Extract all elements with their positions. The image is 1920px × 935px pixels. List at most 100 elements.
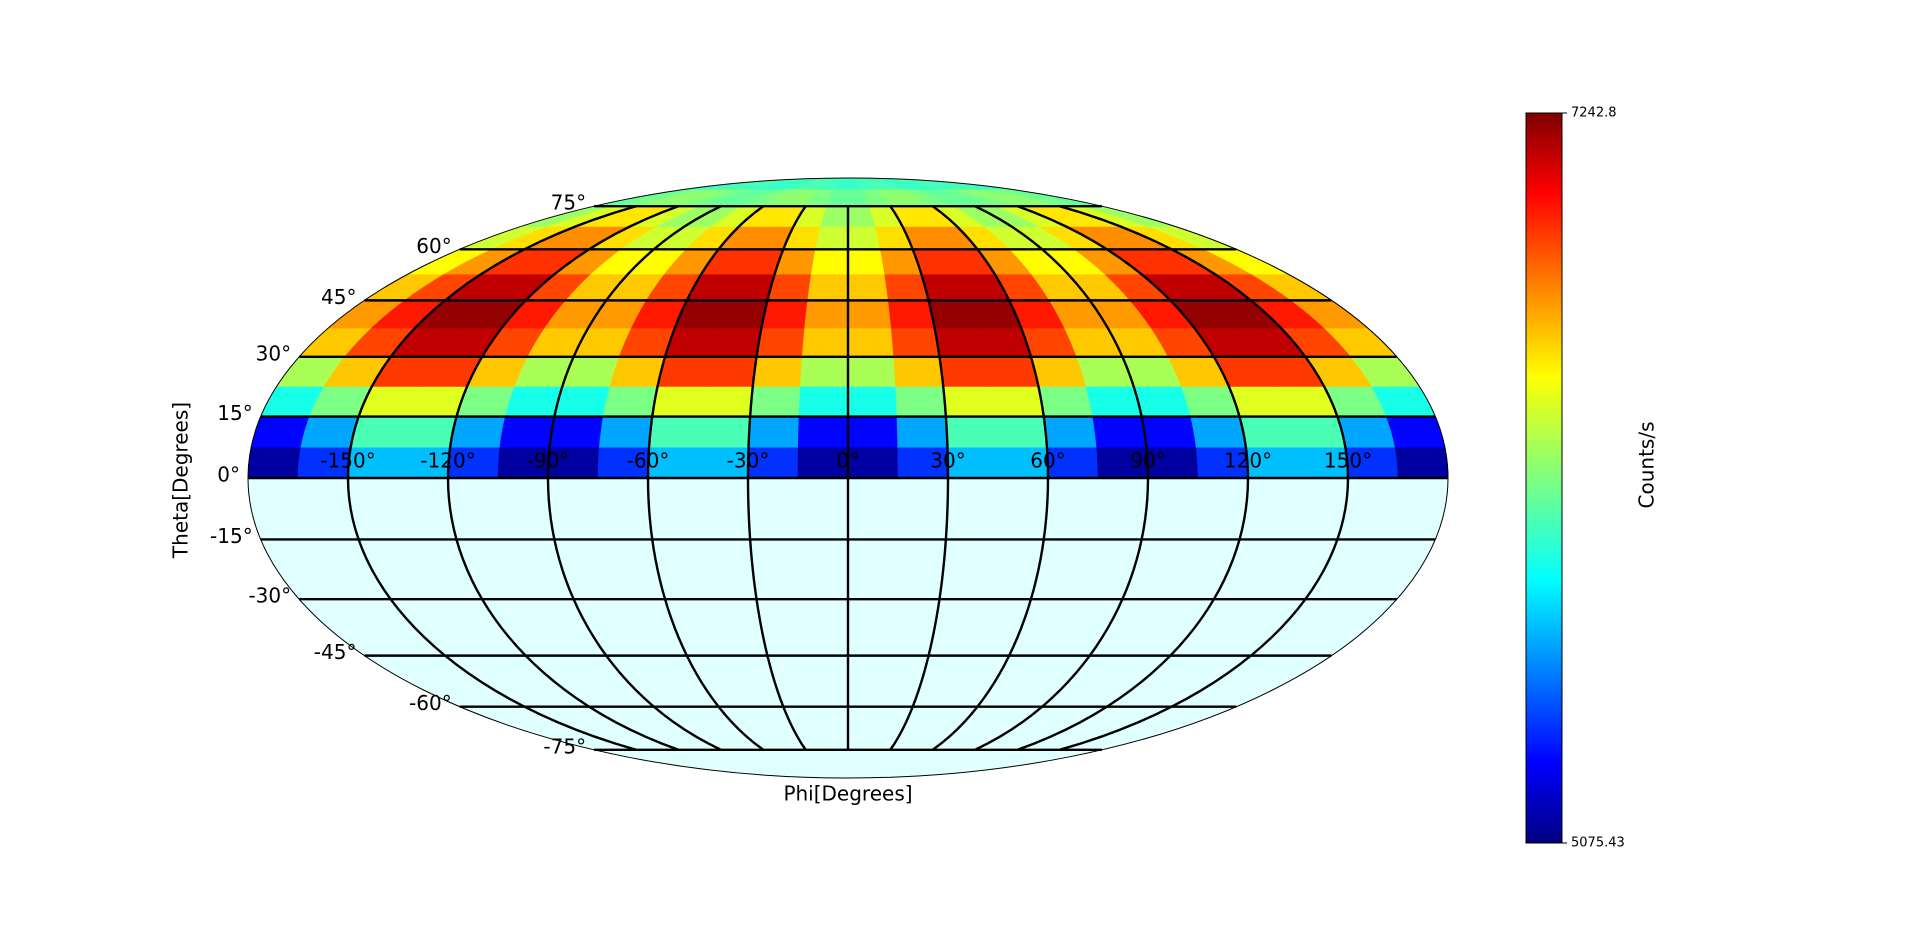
heatmap-cell — [505, 386, 563, 417]
x-tick-label: -60° — [627, 449, 670, 473]
colorbar-tick-label: 5075.43 — [1571, 836, 1625, 851]
heatmap-cell — [990, 386, 1045, 417]
heatmap-cell — [350, 416, 408, 448]
x-tick-label: 90° — [1130, 449, 1165, 473]
heatmap-cell — [657, 356, 712, 387]
heatmap-cell — [847, 356, 896, 387]
heatmap-cell — [801, 327, 849, 358]
heatmap-cell — [895, 386, 947, 417]
grid-line — [346, 205, 637, 751]
heatmap-cell — [804, 300, 849, 329]
heatmap-cell — [847, 248, 886, 275]
y-tick-label: 30° — [256, 341, 291, 365]
heatmap-cell — [651, 386, 706, 417]
heatmap-cell — [717, 300, 768, 329]
x-tick-label: 60° — [1030, 449, 1065, 473]
heatmap-cell — [815, 226, 849, 250]
heatmap-cell — [847, 226, 881, 250]
y-tick-label: 60° — [416, 234, 451, 258]
heatmap-cell — [847, 300, 892, 329]
x-tick-label: 30° — [930, 449, 965, 473]
heatmap-cell — [887, 300, 935, 329]
heatmap-cell — [847, 273, 889, 301]
y-tick-label: -30° — [248, 584, 291, 608]
heatmap-cell — [749, 386, 801, 417]
heatmap-cell — [893, 356, 944, 387]
heatmap-cell — [698, 416, 751, 448]
heatmap-cell — [704, 356, 757, 387]
heatmap-cell — [400, 416, 457, 448]
y-tick-label: 45° — [321, 285, 356, 309]
x-tick-label: -90° — [527, 449, 570, 473]
heatmap-cell — [710, 327, 762, 358]
heatmap-cell — [449, 416, 506, 448]
heatmap-cell — [748, 416, 800, 448]
y-axis-label: Theta[Degrees] — [169, 402, 193, 559]
heatmap-cell — [1385, 416, 1446, 448]
y-tick-label: 15° — [217, 401, 252, 425]
map-outline — [247, 177, 1449, 779]
heatmap-cell — [250, 416, 311, 448]
y-tick-label: -60° — [409, 691, 452, 715]
heatmap-cell — [807, 273, 849, 301]
x-tick-label: -120° — [420, 449, 475, 473]
heatmap-cell — [847, 386, 898, 417]
grid-line — [446, 205, 680, 751]
x-tick-label: -150° — [320, 449, 375, 473]
heatmap-cell — [797, 416, 849, 448]
heatmap-cell — [1133, 386, 1191, 417]
y-tick-label: -75° — [543, 734, 586, 758]
heatmap-cell — [890, 327, 940, 358]
heatmap-cell — [945, 416, 998, 448]
heatmap-cell — [700, 386, 754, 417]
y-tick-label: -45° — [314, 640, 357, 664]
heatmap-cell — [247, 446, 302, 479]
heatmap-cell — [1085, 386, 1143, 417]
heatmap-cell — [553, 386, 611, 417]
heatmap-cell — [1336, 416, 1396, 448]
grid-line — [1016, 205, 1250, 751]
heatmap-cell — [756, 327, 806, 358]
x-tick-label: 0° — [837, 449, 860, 473]
heatmap-cell — [810, 248, 849, 275]
heatmap-cell — [648, 416, 702, 448]
heatmap-cell — [598, 416, 653, 448]
heatmap-cell — [300, 416, 360, 448]
x-tick-label: -30° — [727, 449, 770, 473]
x-tick-label: 120° — [1224, 449, 1272, 473]
heatmap-cell — [1030, 356, 1087, 387]
heatmap-cell — [752, 356, 803, 387]
y-tick-label: 75° — [551, 191, 586, 215]
heatmap-cell — [1394, 446, 1449, 479]
heatmap-cell — [994, 416, 1048, 448]
y-tick-label: 0° — [217, 463, 240, 487]
heatmap-cell — [1038, 386, 1094, 417]
heatmap-cell — [549, 416, 604, 448]
colorbar-label: Counts/s — [1635, 422, 1659, 509]
heatmap-cell — [609, 356, 666, 387]
heatmap-cell — [1141, 416, 1197, 448]
heatmap-cell — [499, 416, 555, 448]
heatmap-cell — [1288, 416, 1346, 448]
heatmap-cell — [939, 356, 992, 387]
heatmap-cell — [1043, 416, 1098, 448]
grid-line — [1059, 205, 1350, 751]
heatmap-cell — [847, 327, 895, 358]
heatmap-cell — [761, 300, 809, 329]
heatmap-cell — [896, 416, 948, 448]
heatmap-cell — [800, 356, 849, 387]
grid-line — [546, 205, 722, 751]
heatmap-cell — [798, 386, 849, 417]
heatmap-cell — [1239, 416, 1296, 448]
x-tick-label: 150° — [1324, 449, 1372, 473]
heatmap-cell — [984, 356, 1039, 387]
colorbar — [1525, 112, 1563, 844]
grid-line — [889, 205, 950, 751]
grid-line — [974, 205, 1150, 751]
grid-line — [931, 205, 1050, 751]
grid-line — [646, 205, 765, 751]
y-tick-label: -15° — [210, 524, 253, 548]
colorbar-tick-label: 7242.8 — [1571, 106, 1617, 121]
heatmap-cell — [934, 327, 986, 358]
